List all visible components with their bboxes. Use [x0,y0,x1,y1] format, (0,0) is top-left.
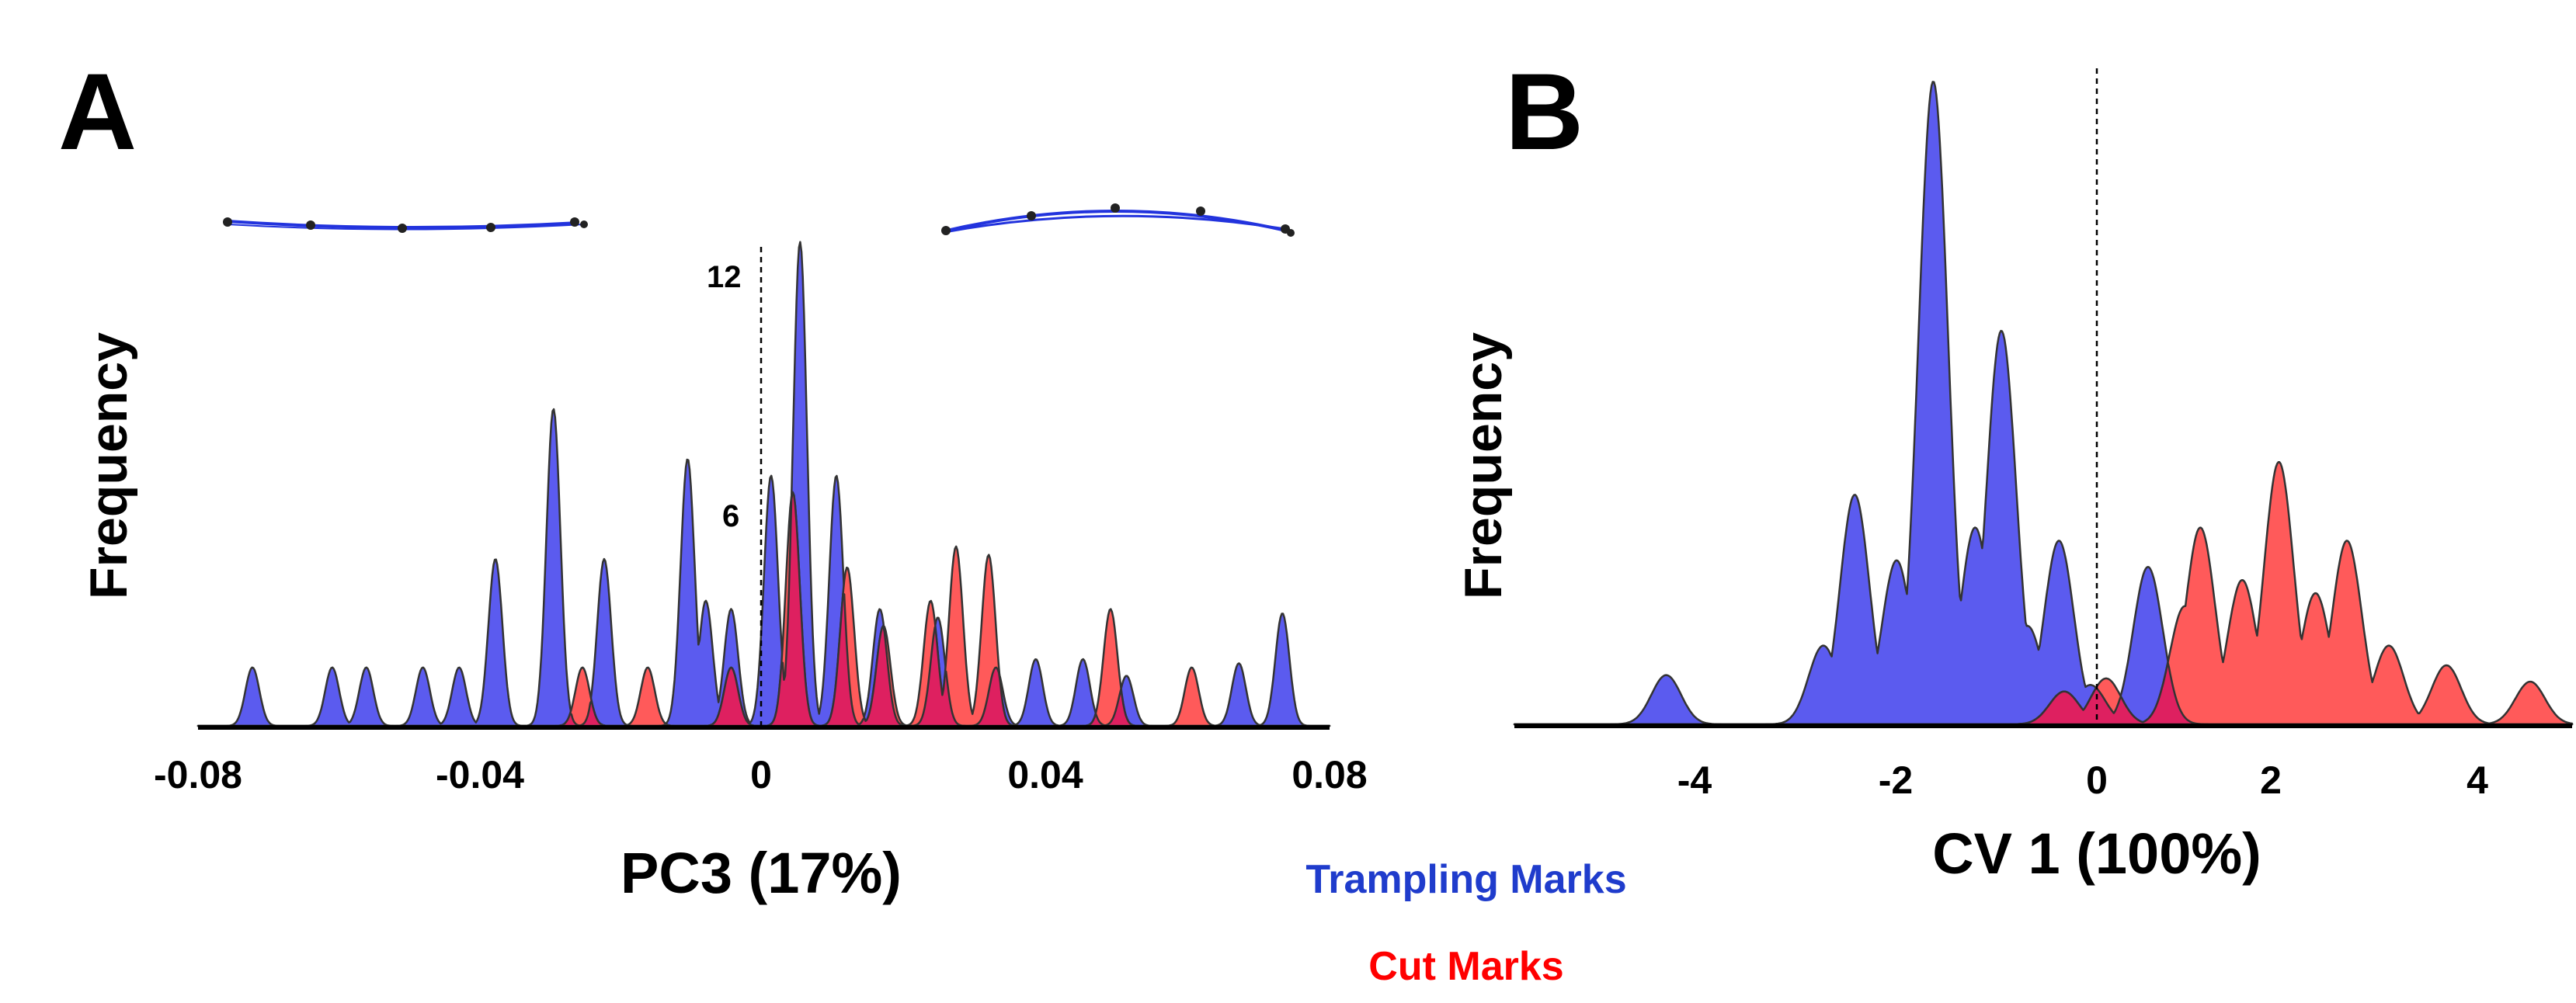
panel-a-x-tick-label: 0.08 [1291,753,1367,796]
landmark-dot [941,226,951,235]
panel-b-letter: B [1505,50,1583,172]
panel-b-x-axis-title: CV 1 (100%) [1932,821,2261,886]
positive-shape-outline [943,210,1290,233]
panel-a-series-layer [196,241,1331,727]
panel-b: B Frequency -4 -2 0 2 4 CV 1 (100%) [1454,50,2574,886]
panel-b-series-layer [1513,81,2574,726]
panel-a-x-tick-label: 0.04 [1007,753,1083,796]
positive-pc3-shape [941,203,1295,237]
panel-a-x-tick-label: -0.08 [154,753,242,796]
panel-b-y-axis-title: Frequency [1454,332,1513,599]
panel-b-x-tick-label: -4 [1677,758,1712,802]
legend: Trampling Marks Cut Marks [1305,857,1626,989]
panel-a-x-tick-label: -0.04 [436,753,524,796]
panel-a: A Frequency 12 6 -0.08 -0.04 0 0.04 0.08… [58,50,1368,905]
panel-a-x-tick-label: 0 [750,753,772,796]
panel-b-x-tick-label: -2 [1879,758,1913,802]
landmark-dot [1027,211,1036,220]
landmark-dot [486,223,495,232]
landmark-dot [223,217,232,227]
panel-a-y-tick-6: 6 [722,499,739,533]
panel-a-x-axis-title: PC3 (17%) [621,841,902,905]
landmark-dot [398,224,407,233]
panel-a-y-tick-12: 12 [707,260,742,294]
landmark-dot [306,220,315,230]
panel-a-y-axis-title: Frequency [79,332,138,599]
legend-trampling-marks: Trampling Marks [1305,857,1626,902]
panel-a-trampling-marks-area [196,241,1331,727]
panel-b-x-tick-label: 2 [2260,758,2282,802]
panel-a-letter: A [58,50,137,172]
landmark-dot [570,217,579,227]
panel-b-trampling-marks-area [1513,81,2574,726]
landmark-dot [1287,229,1295,237]
legend-cut-marks: Cut Marks [1368,944,1563,989]
positive-shape-outline-inner [948,214,1286,233]
landmark-dot [580,220,588,228]
negative-pc3-shape [223,217,588,233]
landmark-dot [1196,206,1205,216]
panel-b-x-tick-label: 4 [2466,758,2488,802]
panel-b-x-tick-label: 0 [2086,758,2108,802]
landmark-dot [1111,203,1120,213]
